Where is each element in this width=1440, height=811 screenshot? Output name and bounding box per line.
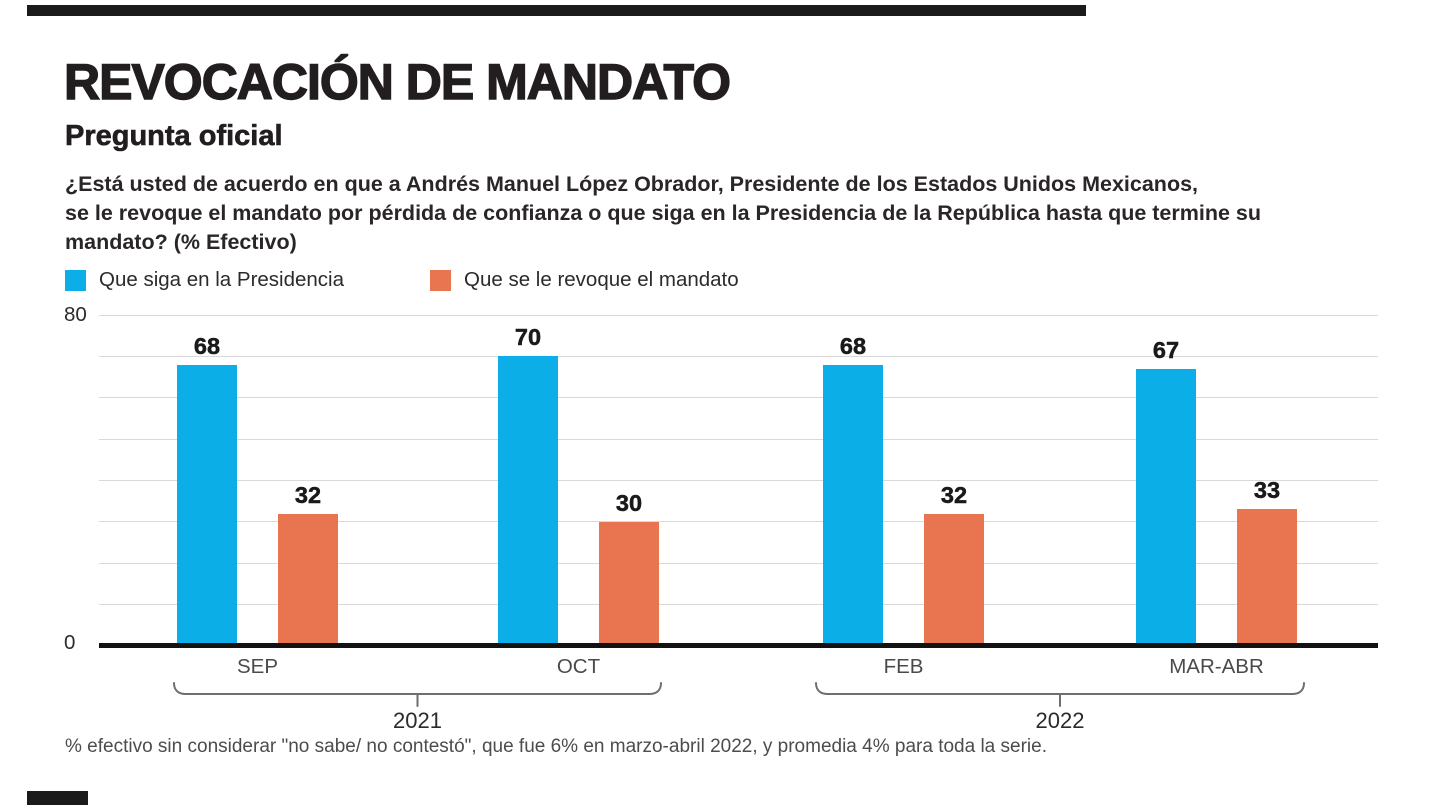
bar-revoke-oct — [599, 521, 659, 646]
gridline-30 — [99, 521, 1378, 523]
legend-label-revoke: Que se le revoque el mandato — [464, 268, 739, 291]
y-axis-tick-0: 0 — [64, 631, 76, 654]
bar-value-revoke-oct: 30 — [615, 489, 643, 517]
x-axis-label-oct: OCT — [556, 655, 601, 678]
x-axis-label-feb: FEB — [883, 655, 924, 678]
x-axis-label-sep: SEP — [236, 655, 279, 678]
survey-question-line-3: mandato? (% Efectivo) — [65, 230, 297, 254]
bar-revoke-mar-abr — [1237, 509, 1297, 646]
gridline-20 — [99, 562, 1378, 564]
gridline-70 — [99, 355, 1378, 357]
brand-top-rule — [27, 5, 1086, 16]
legend-label-stay: Que siga en la Presidencia — [99, 268, 345, 291]
legend-item-stay: Que siga en la Presidencia — [65, 268, 344, 292]
plot-area: 68 70 68 67 32 30 32 33 — [99, 314, 1378, 646]
gridline-80 — [99, 314, 1378, 316]
footnote: % efectivo sin considerar "no sabe/ no c… — [65, 736, 1047, 757]
x-axis-label-mar-abr: MAR-ABR — [1169, 655, 1264, 678]
legend-swatch-revoke-icon — [430, 269, 451, 291]
year-bracket-2021 — [173, 682, 662, 707]
gridline-40 — [99, 480, 1378, 481]
bar-stay-mar-abr — [1136, 368, 1196, 646]
gridline-50 — [99, 438, 1378, 440]
year-bracket-2022 — [815, 682, 1305, 707]
bar-value-stay-feb: 68 — [839, 332, 867, 359]
legend-item-revoke: Que se le revoque el mandato — [430, 268, 739, 292]
bar-revoke-sep — [278, 513, 338, 646]
legend-swatch-stay-icon — [65, 269, 86, 291]
y-axis-tick-80: 80 — [64, 303, 87, 326]
bar-stay-oct — [498, 356, 558, 646]
survey-question-line-2: se le revoque el mandato por pérdida de … — [65, 201, 1261, 225]
bar-value-stay-oct: 70 — [514, 324, 542, 351]
year-label-2021: 2021 — [393, 708, 442, 733]
survey-question: ¿Está usted de acuerdo en que a Andrés M… — [65, 170, 1355, 257]
survey-question-line-1: ¿Está usted de acuerdo en que a Andrés M… — [65, 172, 1199, 196]
bar-value-stay-sep: 68 — [193, 332, 221, 359]
bar-stay-feb — [823, 364, 883, 646]
gridline-10 — [99, 604, 1378, 606]
bar-stay-sep — [177, 364, 237, 646]
bar-value-stay-mar-abr: 67 — [1152, 336, 1180, 364]
x-axis-baseline — [99, 643, 1378, 648]
bar-revoke-feb — [924, 513, 984, 646]
year-label-2022: 2022 — [1035, 708, 1085, 733]
bar-value-revoke-sep: 32 — [294, 481, 322, 508]
gridline-60 — [99, 397, 1378, 399]
bar-value-revoke-feb: 32 — [940, 481, 968, 508]
bar-value-revoke-mar-abr: 33 — [1253, 477, 1281, 504]
page-subtitle: Pregunta oficial — [65, 120, 283, 153]
page-title: REVOCACIÓN DE MANDATO — [63, 53, 731, 110]
brand-bottom-mark — [27, 791, 88, 805]
